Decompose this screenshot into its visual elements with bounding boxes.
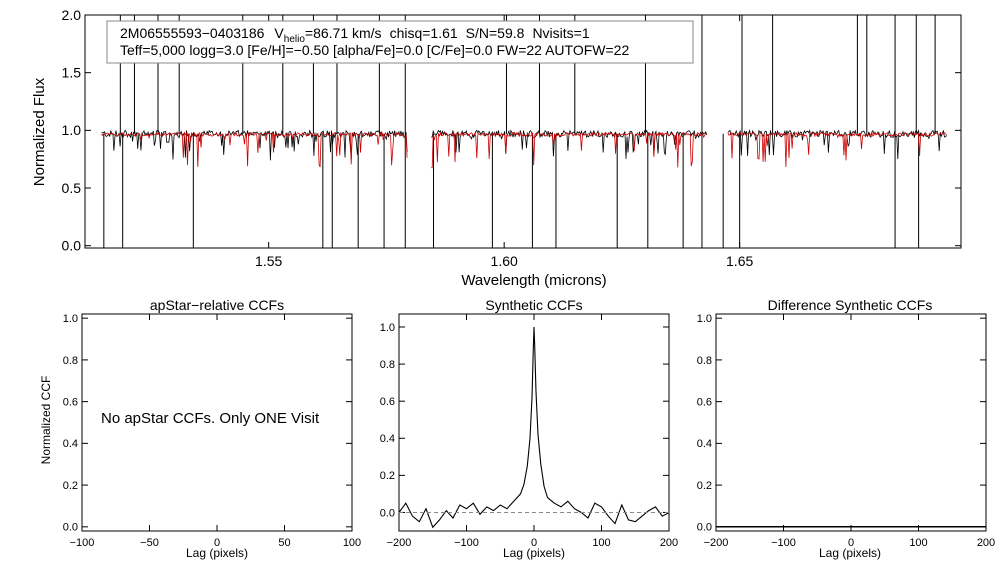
apstar-ccf-xlabel: Lag (pixels) [186,546,248,560]
info-box [106,20,694,64]
difference-ccf-xtick-label: 0 [848,537,854,549]
synthetic-ccf-xtick-label: −100 [454,537,479,549]
synthetic-ccf-xtick-label: −200 [387,537,412,549]
model-spectrum-segment [431,131,707,169]
apstar-ccf-xtick-label: −100 [70,537,95,549]
synthetic-ccf-xtick-label: 100 [592,537,610,549]
apstar-ccf-ytick-label: 0.8 [63,355,78,367]
apstar-ccf-panel: apStar−relative CCFs −100 −50 0 50 100 0.0 0.2… [39,297,361,560]
synthetic-ccf-xtick-label: 0 [531,537,537,549]
apstar-ccf-ytick-label: 0.6 [63,396,78,408]
observed-spectrum-line [101,15,947,248]
difference-ccf-ytick-label: 0.0 [697,522,712,534]
spectrum-xlabel: Wavelength (microns) [461,272,606,289]
apstar-ccf-ylabel: Normalized CCF [39,376,53,465]
synthetic-ccf-ytick-label: 1.0 [380,322,395,334]
apstar-ccf-ytick-label: 0.0 [63,522,78,534]
spectrum-ylabel: Normalized Flux [31,77,48,186]
difference-ccf-ytick-label: 0.4 [697,438,712,450]
synthetic-ccf-ticks: −200 −100 0 100 200 0.0 0.2 0.4 0.6 0.8 1.0 [380,314,678,549]
apstar-ccf-ytick-label: 0.4 [63,438,78,450]
synthetic-ccf-panel: Synthetic CCFs −200 −100 0 100 200 0.0 0.2 0.4 0… [380,297,678,560]
difference-ccf-xlabel: Lag (pixels) [819,546,881,560]
v-subscript: helio [284,34,306,45]
difference-ccf-xtick-label: −100 [771,537,796,549]
apstar-ccf-xtick-label: 100 [343,537,361,549]
synthetic-ccf-ytick-label: 0.4 [380,433,395,445]
model-spectrum-segment [727,131,947,168]
synthetic-ccf-xlabel: Lag (pixels) [503,546,565,560]
chisq-value: chisq=1.61 [390,25,458,41]
spectrum-ytick-label: 1.5 [62,65,82,81]
spectrum-plot-frame [84,14,962,249]
apstar-ccf-ticks: −100 −50 0 50 100 0.0 0.2 0.4 0.6 0.8 1.0 [63,313,361,549]
spectrum-ytick-label: 0.0 [62,238,82,254]
model-spectrum-segment [101,131,408,168]
spectrum-ytick-label: 2.0 [62,7,82,23]
info-line-1: 2M06555593−0403186 Vhelio=86.71 km/s chisq… [120,25,590,45]
difference-ccf-title: Difference Synthetic CCFs [768,297,933,313]
spectrum-ytick-label: 0.5 [62,180,82,196]
spectrum-xtick-label: 1.55 [255,253,282,269]
synthetic-ccf-ytick-label: 0.0 [380,507,395,519]
difference-ccf-xtick-label: −200 [704,537,729,549]
spectrum-xtick-label: 1.65 [726,253,753,269]
apstar-ccf-xtick-label: −50 [140,537,159,549]
v-label: V [274,25,284,41]
synthetic-ccf-lines [398,326,670,529]
synthetic-ccf-ytick-label: 0.8 [380,359,395,371]
synthetic-ccf-ytick-label: 0.6 [380,396,395,408]
difference-ccf-ytick-label: 0.8 [697,355,712,367]
synthetic-ccf-curve [398,326,670,529]
spectrum-panel: 1.55 1.60 1.65 0.0 0.5 1.0 1.5 2.0 2M06555593−0… [31,7,962,289]
synthetic-ccf-ytick-label: 0.2 [380,470,395,482]
apstar-ccf-xtick-label: 50 [278,537,290,549]
apstar-ccf-xtick-label: 0 [214,537,220,549]
no-ccf-annotation: No apStar CCFs. Only ONE Visit [101,410,320,427]
difference-ccf-ticks: −200 −100 0 100 200 0.0 0.2 0.4 0.6 0.8 1.0 [697,313,995,549]
spectrum-xtick-label: 1.60 [491,253,518,269]
apstar-ccf-ytick-label: 0.2 [63,480,78,492]
model-spectrum-line [101,131,947,169]
info-line-2: Teff=5,000 logg=3.0 [Fe/H]=−0.50 [alpha/… [120,42,629,58]
difference-ccf-plot-frame [715,313,987,532]
difference-ccf-xtick-label: 100 [909,537,927,549]
difference-ccf-xtick-label: 200 [977,537,995,549]
nvisits-value: Nvisits=1 [532,25,589,41]
apstar-ccf-ytick-label: 1.0 [63,313,78,325]
difference-ccf-ytick-label: 0.2 [697,480,712,492]
synthetic-ccf-plot-frame [398,313,670,532]
observed-spectrum-segment [101,129,408,161]
difference-ccf-ytick-label: 0.6 [697,396,712,408]
snr-value: S/N=59.8 [466,25,525,41]
spectrum-ytick-label: 1.0 [62,122,82,138]
apstar-ccf-title: apStar−relative CCFs [150,297,284,313]
synthetic-ccf-title: Synthetic CCFs [485,297,582,313]
difference-ccf-ytick-label: 1.0 [697,313,712,325]
star-id: 2M06555593−0403186 [120,25,265,41]
v-helio-value: =86.71 km/s [305,25,382,41]
spectrum-ticks: 1.55 1.60 1.65 0.0 0.5 1.0 1.5 2.0 [62,7,961,269]
difference-ccf-panel: Difference Synthetic CCFs −200 −100 0 100 20… [697,297,995,560]
synthetic-ccf-xtick-label: 200 [660,537,678,549]
